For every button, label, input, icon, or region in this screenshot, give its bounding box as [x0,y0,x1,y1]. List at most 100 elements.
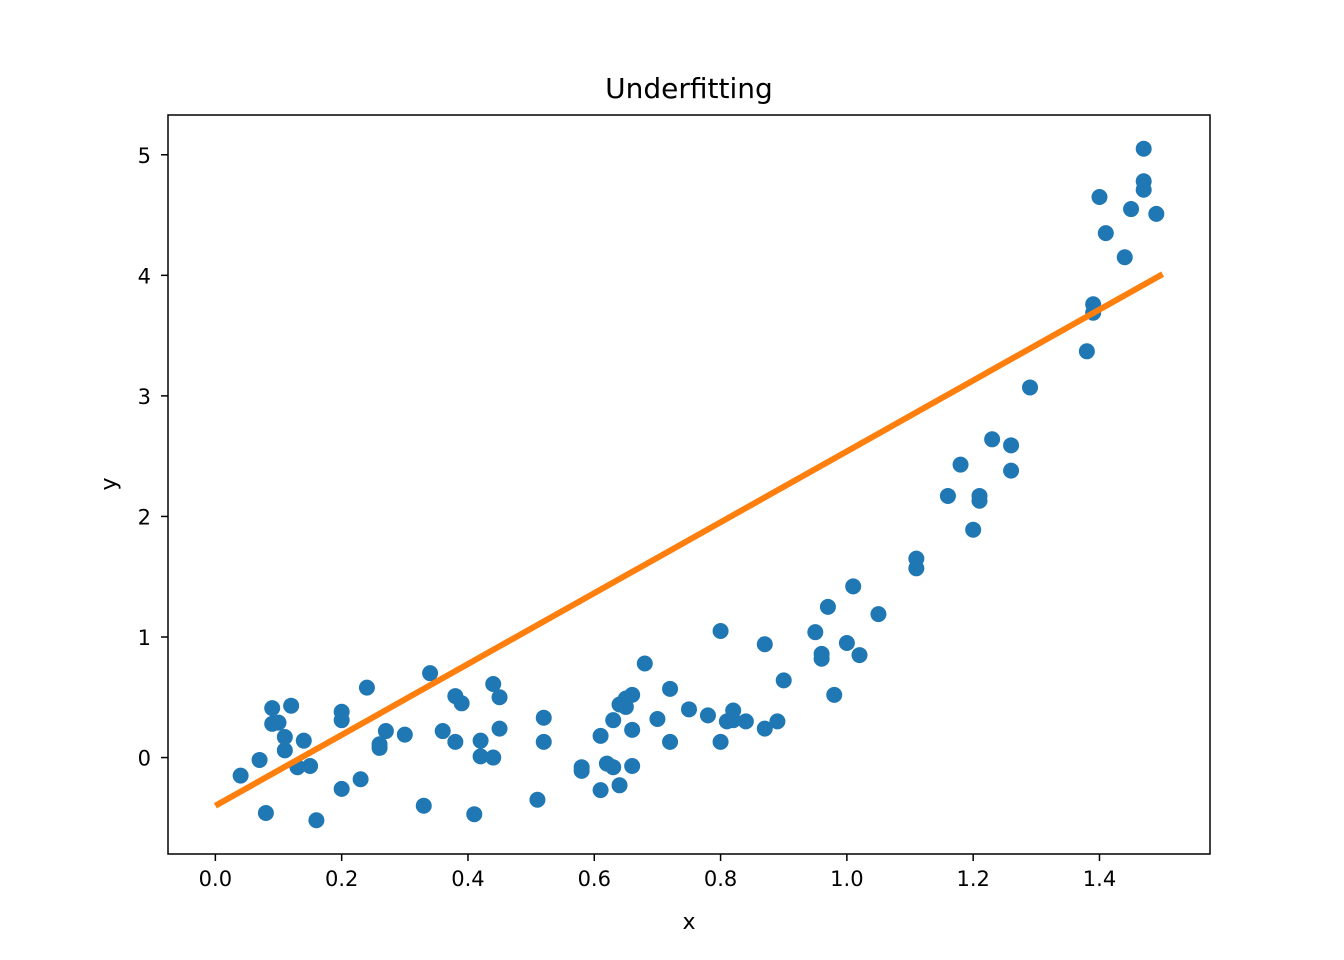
scatter-point [472,732,489,749]
scatter-point [283,697,300,714]
scatter-point [1003,462,1020,479]
scatter-point [529,791,546,808]
scatter-point [466,806,483,823]
scatter-point [649,710,666,727]
scatter-point [415,797,432,814]
scatter-point [1148,205,1165,222]
scatter-point [908,560,925,577]
scatter-point [965,521,982,538]
scatter-point [611,777,628,794]
scatter-point [819,598,836,615]
scatter-point [434,723,451,740]
scatter-point [535,709,552,726]
scatter-point [984,431,1001,448]
scatter-point [333,780,350,797]
scatter-point [396,726,413,743]
scatter-point [971,487,988,504]
scatter-point [371,736,388,753]
scatter-point [662,733,679,750]
scatter-point [699,707,716,724]
scatter-point [308,812,325,829]
scatter-point [624,721,641,738]
scatter-point [605,712,622,729]
scatter-point [838,635,855,652]
scatter-point [333,712,350,729]
y-tick-label: 4 [138,264,151,288]
chart-title: Underfitting [605,72,773,105]
scatter-point [1078,343,1095,360]
scatter-point [491,689,508,706]
scatter-point [1135,181,1152,198]
scatter-point [264,700,281,717]
scatter-point [232,767,249,784]
scatter-point [1123,201,1140,218]
scatter-point [485,676,502,693]
scatter-point [257,805,274,822]
plot-area: 0.0 0.2 0.4 0.6 0.8 1.0 1.2 1.4 0 1 2 3 4 5 [138,114,1211,891]
scatter-point [605,759,622,776]
scatter-point [1091,188,1108,205]
scatter-point [769,713,786,730]
scatter-point [1097,225,1114,242]
y-tick-label: 5 [138,144,151,168]
scatter-point [422,665,439,682]
x-tick-label: 1.2 [956,867,989,891]
scatter-point [870,606,887,623]
scatter-point [662,680,679,697]
scatter-point [358,679,375,696]
scatter-point [813,645,830,662]
scatter-point [276,742,293,759]
y-axis: 0 1 2 3 4 5 [138,144,168,771]
scatter-point [826,686,843,703]
scatter-point [535,733,552,750]
y-tick-label: 2 [138,505,151,529]
scatter-point [251,751,268,768]
scatter-point [712,622,729,639]
axes-frame [167,114,1211,855]
y-tick-label: 0 [138,747,151,771]
scatter-point [845,578,862,595]
scatter-point [807,624,824,641]
scatter-point [775,672,792,689]
scatter-point [491,720,508,737]
y-axis-label: y [97,477,122,490]
scatter-point [756,720,773,737]
scatter-point [592,727,609,744]
x-tick-label: 0.6 [578,867,611,891]
scatter-point [377,723,394,740]
scatter-point [1003,437,1020,454]
scatter-point [851,647,868,664]
scatter-point [952,456,969,473]
scatter-point [270,714,287,731]
scatter-point [352,771,369,788]
scatter-point [295,732,312,749]
scatter-point [447,733,464,750]
scatter-point [712,733,729,750]
scatter-point [1116,249,1133,266]
scatter-point [592,782,609,799]
scatter-point [624,757,641,774]
scatter-point [276,729,293,746]
y-tick-label: 1 [138,626,151,650]
x-axis-label: x [682,910,695,935]
x-tick-label: 1.4 [1083,867,1116,891]
scatter-point [453,695,470,712]
x-tick-label: 0.2 [325,867,358,891]
scatter-point [681,701,697,718]
x-tick-label: 0.0 [199,867,232,891]
x-tick-label: 0.4 [451,867,484,891]
data-marks [213,140,1165,829]
scatter-point [756,636,773,653]
scatter-point [485,749,502,766]
scatter-point [636,655,653,672]
x-axis: 0.0 0.2 0.4 0.6 0.8 1.0 1.2 1.4 [199,854,1116,891]
scatter-point [725,702,742,719]
scatter-point [573,762,590,779]
x-tick-label: 1.0 [830,867,863,891]
scatter-point [302,757,319,774]
y-tick-label: 3 [138,385,151,409]
scatter-point [1022,379,1039,396]
scatter-point [617,698,634,715]
fit-line [213,271,1165,809]
